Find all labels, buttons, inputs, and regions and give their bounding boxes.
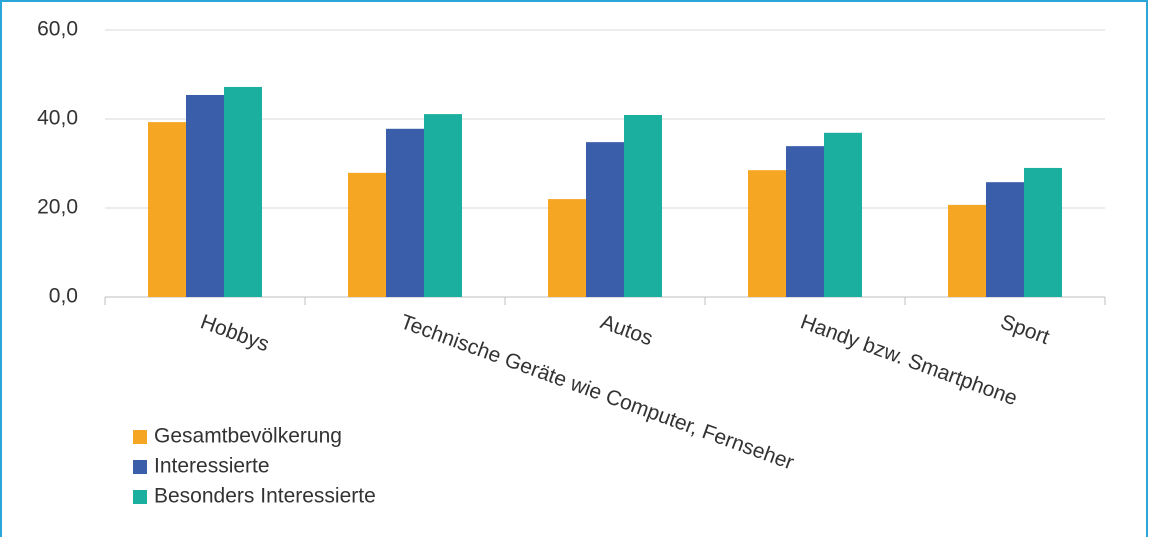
bar: [624, 114, 662, 298]
legend-swatch: [133, 460, 147, 474]
bar: [548, 199, 586, 297]
legend-label: Interessierte: [154, 455, 270, 478]
legend-swatch: [133, 430, 147, 444]
bar: [148, 122, 186, 298]
bar: [186, 94, 224, 297]
y-tick-label: 60,0: [37, 18, 78, 41]
bar: [386, 128, 424, 297]
y-tick-label: 40,0: [37, 107, 78, 130]
bar: [348, 172, 386, 297]
bar: [424, 114, 462, 297]
bar: [748, 170, 786, 297]
legend-label: Besonders Interessierte: [154, 485, 376, 508]
bar: [986, 182, 1024, 297]
bar: [948, 204, 986, 297]
bar: [786, 146, 824, 297]
legend-label: Gesamtbevölkerung: [154, 425, 342, 448]
bar: [824, 132, 862, 297]
y-tick-label: 20,0: [37, 196, 78, 219]
y-tick-label: 0,0: [49, 285, 78, 308]
bar: [224, 86, 262, 298]
bar: [1024, 167, 1062, 297]
bar: [586, 142, 624, 297]
legend-swatch: [133, 490, 147, 504]
